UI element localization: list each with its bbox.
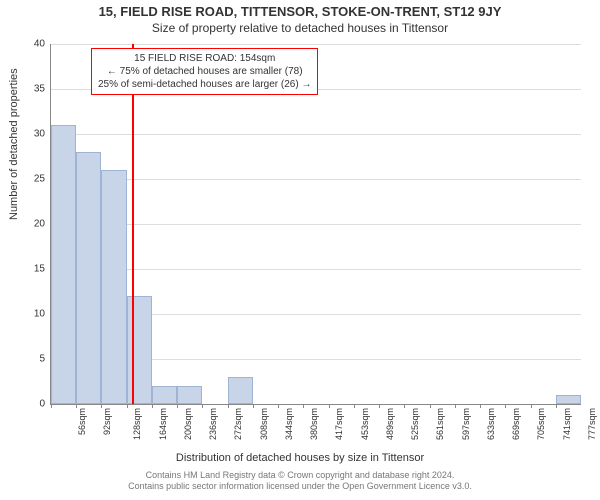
- y-tick-label: 30: [15, 129, 45, 140]
- chart-area: 051015202530354056sqm92sqm128sqm164sqm20…: [50, 44, 580, 404]
- histogram-bar: [177, 386, 202, 404]
- x-tick-mark: [253, 404, 254, 408]
- x-axis-label: Distribution of detached houses by size …: [0, 452, 600, 464]
- histogram-bar: [152, 386, 177, 404]
- x-tick-label: 741sqm: [562, 408, 572, 440]
- x-tick-mark: [354, 404, 355, 408]
- x-tick-mark: [228, 404, 229, 408]
- x-tick-mark: [531, 404, 532, 408]
- x-tick-mark: [152, 404, 153, 408]
- chart-container: 15, FIELD RISE ROAD, TITTENSOR, STOKE-ON…: [0, 0, 600, 500]
- y-tick-label: 20: [15, 219, 45, 230]
- x-tick-mark: [51, 404, 52, 408]
- x-tick-mark: [101, 404, 102, 408]
- x-tick-label: 561sqm: [435, 408, 445, 440]
- x-tick-mark: [480, 404, 481, 408]
- gridline: [51, 134, 581, 135]
- info-line-2: ← 75% of detached houses are smaller (78…: [98, 65, 311, 78]
- y-tick-label: 15: [15, 264, 45, 275]
- x-tick-label: 92sqm: [102, 408, 112, 435]
- x-tick-mark: [278, 404, 279, 408]
- histogram-bar: [127, 296, 152, 404]
- footer-line-1: Contains HM Land Registry data © Crown c…: [0, 470, 600, 481]
- x-tick-mark: [404, 404, 405, 408]
- x-tick-label: 236sqm: [208, 408, 218, 440]
- x-tick-label: 344sqm: [284, 408, 294, 440]
- x-tick-mark: [379, 404, 380, 408]
- histogram-bar: [556, 395, 581, 404]
- gridline: [51, 44, 581, 45]
- info-line-3: 25% of semi-detached houses are larger (…: [98, 78, 311, 91]
- info-line-1: 15 FIELD RISE ROAD: 154sqm: [98, 52, 311, 65]
- x-tick-label: 200sqm: [183, 408, 193, 440]
- histogram-bar: [76, 152, 101, 404]
- x-tick-label: 56sqm: [77, 408, 87, 435]
- footer-attribution: Contains HM Land Registry data © Crown c…: [0, 470, 600, 492]
- x-tick-label: 489sqm: [385, 408, 395, 440]
- title-main: 15, FIELD RISE ROAD, TITTENSOR, STOKE-ON…: [0, 0, 600, 19]
- x-tick-label: 417sqm: [334, 408, 344, 440]
- plot-region: 051015202530354056sqm92sqm128sqm164sqm20…: [50, 44, 581, 405]
- x-tick-mark: [303, 404, 304, 408]
- x-tick-mark: [455, 404, 456, 408]
- x-tick-mark: [505, 404, 506, 408]
- histogram-bar: [51, 125, 76, 404]
- x-tick-label: 308sqm: [259, 408, 269, 440]
- histogram-bar: [101, 170, 126, 404]
- x-tick-mark: [127, 404, 128, 408]
- x-tick-mark: [430, 404, 431, 408]
- y-tick-label: 10: [15, 309, 45, 320]
- info-box: 15 FIELD RISE ROAD: 154sqm← 75% of detac…: [91, 48, 318, 95]
- y-tick-label: 40: [15, 39, 45, 50]
- x-tick-label: 705sqm: [536, 408, 546, 440]
- x-tick-label: 128sqm: [133, 408, 143, 440]
- y-tick-label: 35: [15, 84, 45, 95]
- gridline: [51, 269, 581, 270]
- gridline: [51, 224, 581, 225]
- x-tick-label: 272sqm: [233, 408, 243, 440]
- x-tick-label: 380sqm: [309, 408, 319, 440]
- x-tick-label: 669sqm: [511, 408, 521, 440]
- reference-line: [132, 44, 134, 404]
- x-tick-mark: [329, 404, 330, 408]
- y-tick-label: 25: [15, 174, 45, 185]
- x-tick-label: 453sqm: [360, 408, 370, 440]
- x-tick-mark: [202, 404, 203, 408]
- x-tick-mark: [177, 404, 178, 408]
- y-tick-label: 0: [15, 399, 45, 410]
- gridline: [51, 179, 581, 180]
- title-sub: Size of property relative to detached ho…: [0, 19, 600, 35]
- histogram-bar: [228, 377, 253, 404]
- x-tick-label: 597sqm: [461, 408, 471, 440]
- footer-line-2: Contains public sector information licen…: [0, 481, 600, 492]
- y-tick-label: 5: [15, 354, 45, 365]
- x-tick-label: 164sqm: [158, 408, 168, 440]
- x-tick-label: 777sqm: [587, 408, 597, 440]
- x-tick-label: 525sqm: [410, 408, 420, 440]
- x-tick-mark: [76, 404, 77, 408]
- x-tick-label: 633sqm: [486, 408, 496, 440]
- x-tick-mark: [556, 404, 557, 408]
